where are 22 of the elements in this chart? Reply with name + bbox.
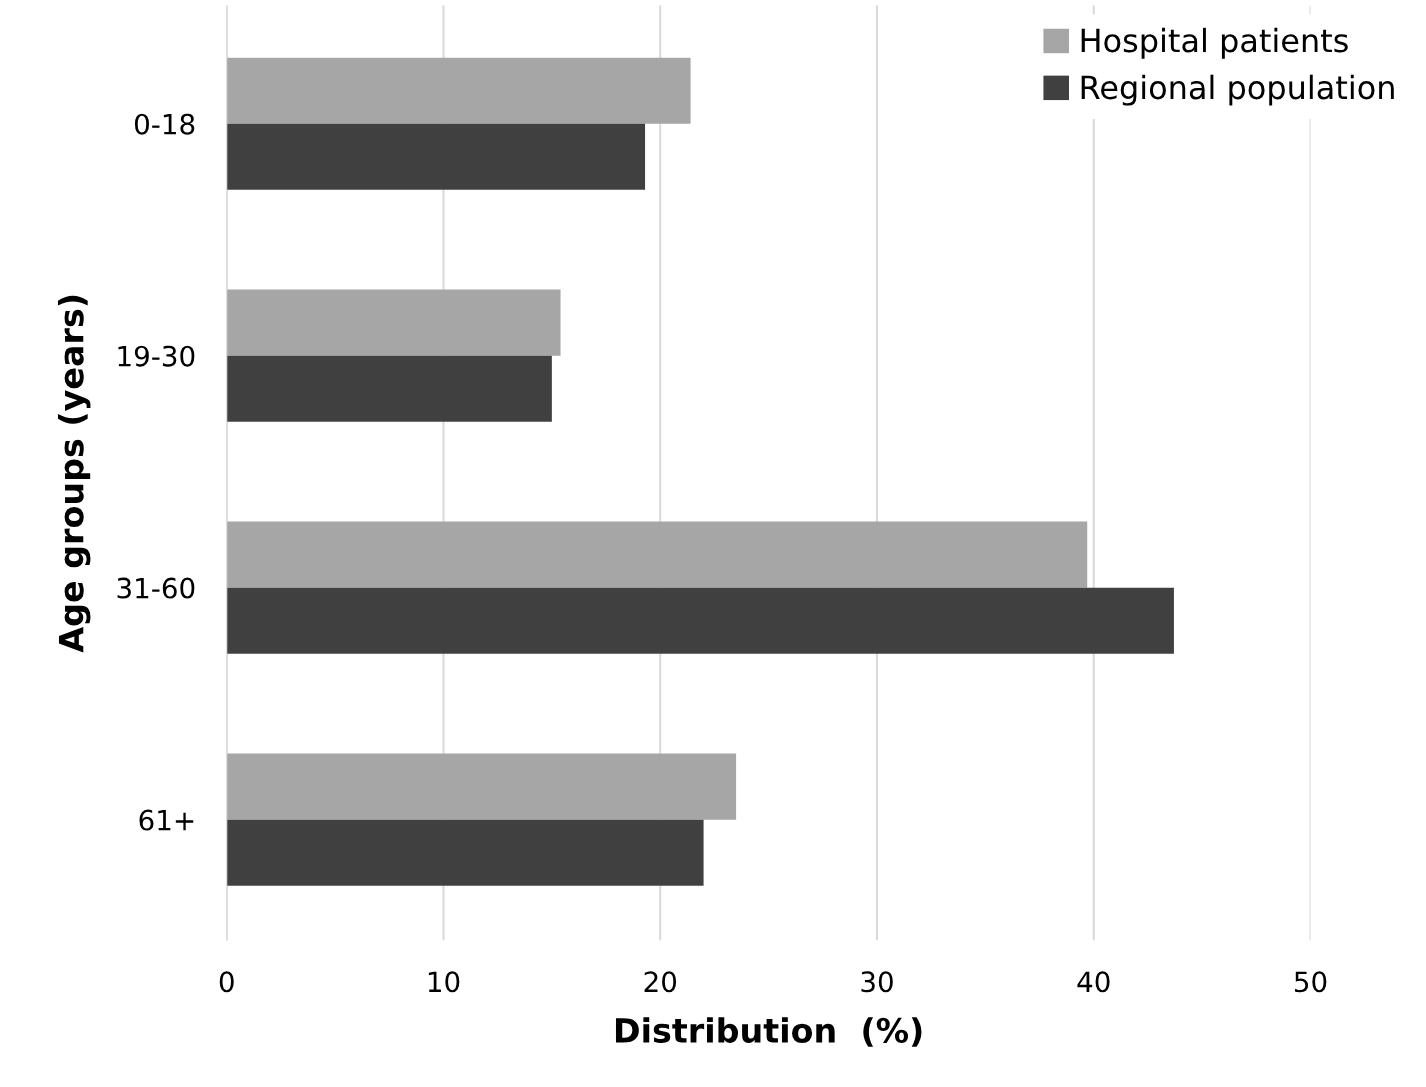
x-tick-label: 10 bbox=[428, 971, 460, 993]
y-tick-label: 19-30 bbox=[118, 345, 195, 367]
y-axis-title: Age groups (years) bbox=[57, 295, 91, 653]
y-tick-label: 61+ bbox=[139, 809, 194, 831]
legend-label: Hospital patients bbox=[1081, 27, 1348, 59]
x-axis-title: Distribution (%) bbox=[615, 1017, 922, 1047]
x-tick-label: 30 bbox=[861, 971, 893, 993]
bar bbox=[226, 753, 737, 820]
bar bbox=[226, 289, 561, 356]
bar bbox=[226, 521, 1088, 588]
bar bbox=[226, 819, 704, 886]
x-tick-label: 20 bbox=[644, 971, 677, 993]
bar bbox=[226, 587, 1174, 654]
bar bbox=[226, 123, 646, 190]
y-tick-label: 0-18 bbox=[134, 113, 195, 135]
x-tick-label: 0 bbox=[219, 971, 234, 993]
x-tick-label: 40 bbox=[1077, 971, 1110, 993]
y-tick-label: 31-60 bbox=[117, 577, 195, 599]
x-tick-label: 50 bbox=[1294, 971, 1327, 993]
legend-label: Regional population bbox=[1081, 74, 1394, 106]
bar bbox=[226, 57, 691, 124]
bar bbox=[226, 355, 552, 422]
